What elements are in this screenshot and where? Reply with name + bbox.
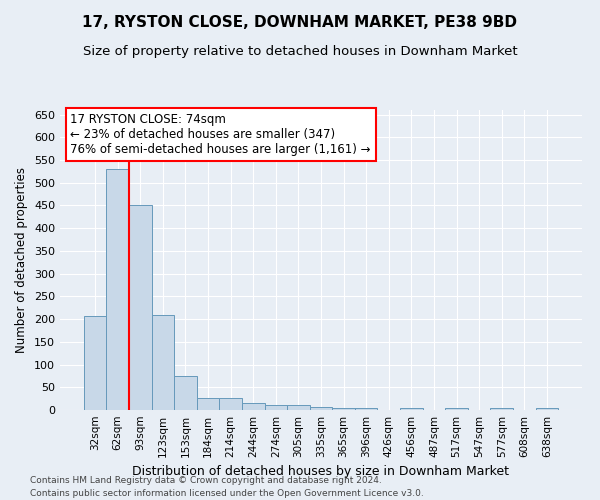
Text: Contains public sector information licensed under the Open Government Licence v3: Contains public sector information licen… [30,488,424,498]
Bar [242,403,265,410]
Bar [129,206,152,410]
Bar [197,398,220,410]
Bar [490,408,513,410]
Bar [310,407,332,410]
Bar [265,404,287,410]
Text: Size of property relative to detached houses in Downham Market: Size of property relative to detached ho… [83,45,517,58]
Bar [152,314,174,410]
Bar [332,408,355,410]
X-axis label: Distribution of detached houses by size in Downham Market: Distribution of detached houses by size … [133,466,509,478]
Bar [445,408,468,410]
Text: 17 RYSTON CLOSE: 74sqm
← 23% of detached houses are smaller (347)
76% of semi-de: 17 RYSTON CLOSE: 74sqm ← 23% of detached… [70,113,371,156]
Bar [84,316,106,410]
Bar [355,408,377,410]
Bar [106,169,129,410]
Bar [220,398,242,410]
Text: Contains HM Land Registry data © Crown copyright and database right 2024.: Contains HM Land Registry data © Crown c… [30,476,382,485]
Bar [400,408,422,410]
Bar [287,406,310,410]
Bar [536,408,558,410]
Text: 17, RYSTON CLOSE, DOWNHAM MARKET, PE38 9BD: 17, RYSTON CLOSE, DOWNHAM MARKET, PE38 9… [83,15,517,30]
Bar [174,376,197,410]
Y-axis label: Number of detached properties: Number of detached properties [16,167,28,353]
